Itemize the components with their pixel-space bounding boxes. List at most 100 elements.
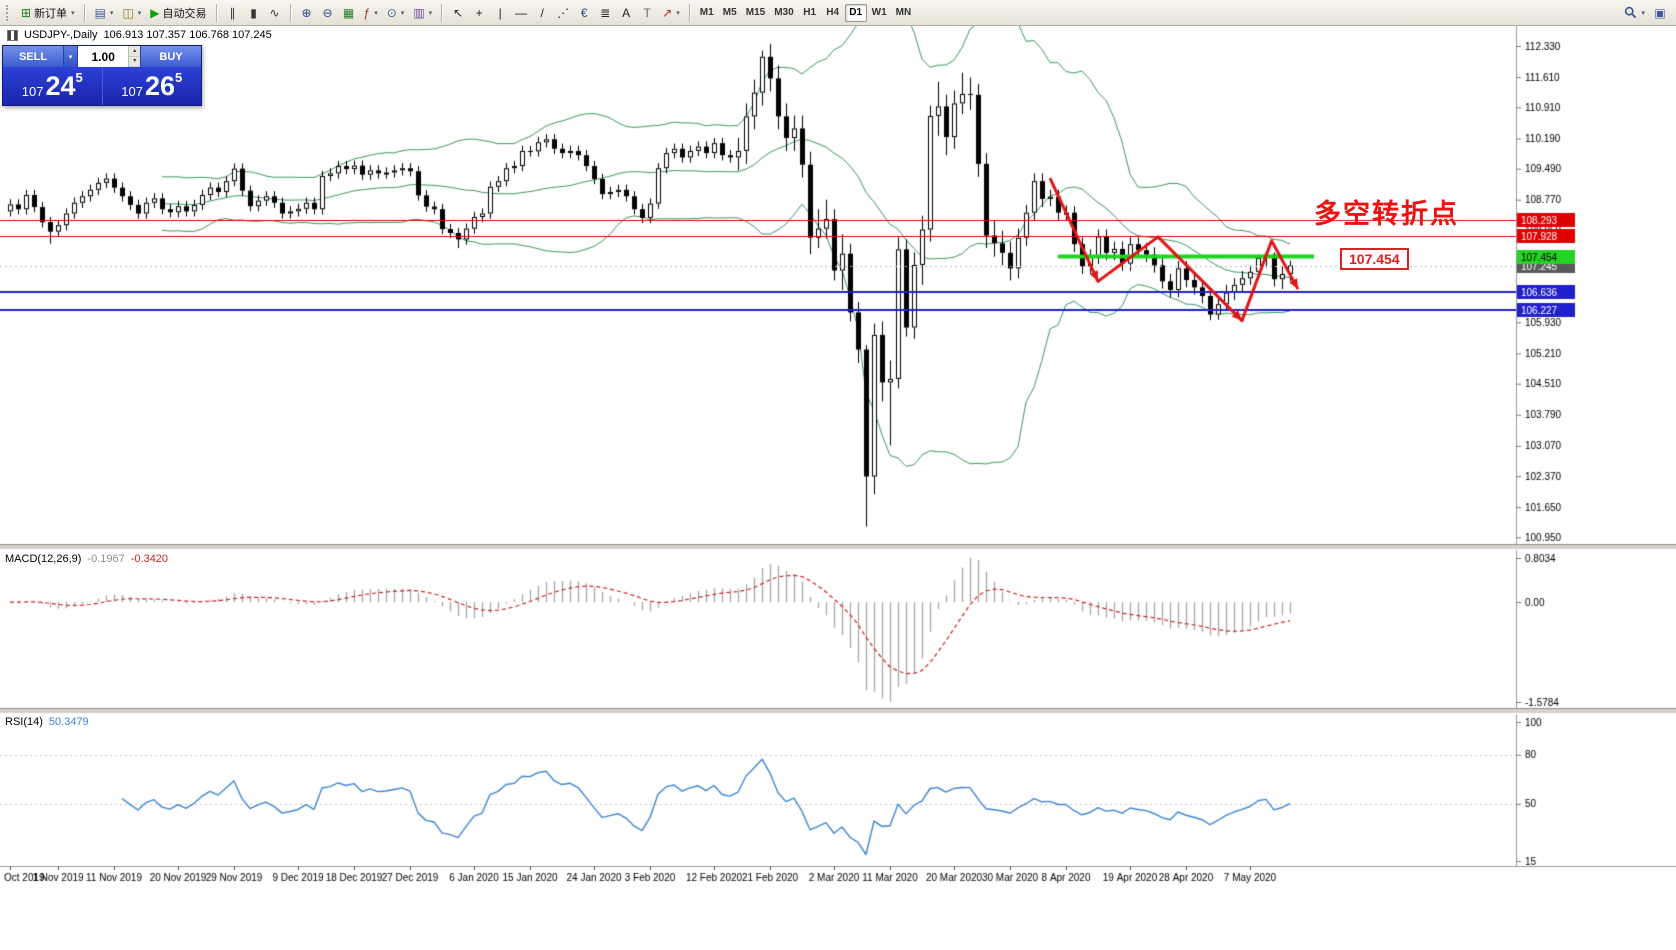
volume-increase-button[interactable]: ▴ [129,46,140,57]
auto-trading-label: 自动交易 [162,7,207,20]
indicators-button[interactable]: ƒ ▾ [360,3,382,23]
volume-input[interactable] [78,46,129,67]
line-icon: ∿ [269,5,280,20]
timeframe-d1-button[interactable]: D1 [844,3,867,22]
macd-indicator-label: MACD(12,26,9) -0.1967 -0.3420 [5,553,168,565]
new-chart-icon: ▤ [94,5,106,20]
price-chart-canvas[interactable] [0,26,1676,950]
indicators-icon: ƒ [363,5,371,20]
crosshair-icon: + [475,5,483,20]
volume-spinner: ▴ ▾ [128,46,140,67]
candlestick-mode-button[interactable]: ▮ [244,3,264,23]
timeframe-m15-button[interactable]: M15 [742,4,769,22]
bar-chart-mode-button[interactable]: ∥ [223,3,243,23]
sell-price[interactable]: 107 24 5 [21,69,83,102]
vline-icon: | [498,5,502,20]
new-order-label: 新订单 [34,7,68,20]
chevron-down-icon: ▾ [109,9,114,17]
tline-icon: / [540,5,544,20]
toolbar-separator [215,3,218,22]
timeframe-h1-button[interactable]: H1 [799,4,821,22]
crosshair-button[interactable]: + [469,3,489,23]
grid-icon: ▦ [342,5,355,20]
new-order-icon: ⊞ [21,5,32,20]
text-label-button[interactable]: T [637,3,657,23]
line-chart-mode-button[interactable]: ∿ [265,3,285,23]
periods-button[interactable]: ⊙ ▾ [383,3,409,23]
chart-symbol-icon [7,29,18,41]
chevron-down-icon: ▾ [676,9,680,17]
timeframe-h4-button[interactable]: H4 [822,4,844,22]
search-icon [1625,6,1637,19]
profiles-icon: ◫ [122,5,134,20]
horizontal-line-button[interactable]: ― [511,3,531,23]
chart-symbol-period: USDJPY-,Daily [24,29,98,41]
macd-main-value: -0.1967 [87,553,125,565]
toolbar-separator [289,3,292,22]
trendline-button[interactable]: / [532,3,552,23]
grid2-icon: ≣ [600,5,611,20]
buy-button[interactable]: BUY [141,46,201,67]
grid-lines-button[interactable]: ≣ [595,3,615,23]
arrows-button[interactable]: ↗ ▾ [658,3,684,23]
zoom-out-button[interactable]: ⊖ [318,3,338,23]
chart-title: USDJPY-,Daily 106.913 107.357 106.768 10… [7,29,272,41]
macd-signal-value: -0.3420 [130,553,169,565]
play-icon: ▶ [150,5,160,20]
text-button[interactable]: A [616,3,636,23]
hline-icon: ― [515,5,528,20]
volume-field: ▴ ▾ [77,46,141,67]
zoom-in-button[interactable]: ⊕ [297,3,317,23]
toolbar-grip [6,4,12,21]
toolbar: ⊞ 新订单 ▾ ▤ ▾ ◫ ▾ ▶ 自动交易 ∥ ▮ ∿ ⊕ ⊖ ▦ ƒ ▾ ⊙ ▾ ▥ ▾ ↖ + | ― / ⋰ € ≣ A T ↗ ▾ M1… [0,0,1676,26]
zoom-out-icon: ⊖ [322,5,333,20]
volume-decrease-button[interactable]: ▾ [129,56,140,67]
macd-name: MACD(12,26,9) [5,553,82,565]
clock-icon: ⊙ [386,5,397,20]
chevron-down-icon: ▾ [428,9,433,17]
new-chart-button[interactable]: ▤ ▾ [91,3,118,23]
search-button[interactable]: ▾ [1620,3,1649,23]
label-icon: T [643,5,651,20]
arrows-icon: ↗ [662,5,673,20]
auto-trading-button[interactable]: ▶ 自动交易 [146,3,210,23]
templates-icon: ▥ [413,5,425,20]
toolbar-separator [441,3,444,22]
chevron-down-icon: ▾ [374,9,378,17]
fibo-icon: € [580,5,588,20]
toolbar-separator [688,3,691,22]
timeframe-mn-button[interactable]: MN [892,4,916,22]
text-icon: A [622,5,631,20]
price-level-label: 107.454 [1340,248,1409,270]
profiles-button[interactable]: ◫ ▾ [118,3,145,23]
timeframe-m1-button[interactable]: M1 [696,4,718,22]
zoom-in-icon: ⊕ [301,5,312,20]
cursor-button[interactable]: ↖ [448,3,468,23]
fibonacci-button[interactable]: € [574,3,594,23]
layout-icon: ▣ [1654,5,1666,20]
equidistant-channel-button[interactable]: ⋰ [553,3,573,23]
sell-button[interactable]: SELL [3,46,63,67]
buy-price[interactable]: 107 26 5 [121,69,183,102]
toolbar-separator [83,3,86,22]
order-type-dropdown-button[interactable]: ▾ [63,46,77,67]
timeframe-w1-button[interactable]: W1 [868,4,891,22]
cursor-icon: ↖ [453,5,464,20]
chevron-down-icon: ▾ [137,9,142,17]
window-layout-button[interactable]: ▣ [1650,3,1670,23]
grid-button[interactable]: ▦ [339,3,359,23]
candles-icon: ▮ [250,5,257,20]
rsi-indicator-label: RSI(14) 50.3479 [5,716,89,728]
timeframe-m30-button[interactable]: M30 [770,4,797,22]
channel-icon: ⋰ [557,5,570,20]
vertical-line-button[interactable]: | [490,3,510,23]
divider [101,67,103,105]
rsi-name: RSI(14) [5,716,43,728]
chevron-down-icon: ▾ [400,9,405,17]
new-order-button[interactable]: ⊞ 新订单 ▾ [17,3,79,23]
annotation-text: 多空转折点 [1314,199,1459,229]
timeframe-m5-button[interactable]: M5 [719,4,741,22]
templates-button[interactable]: ▥ ▾ [409,3,436,23]
